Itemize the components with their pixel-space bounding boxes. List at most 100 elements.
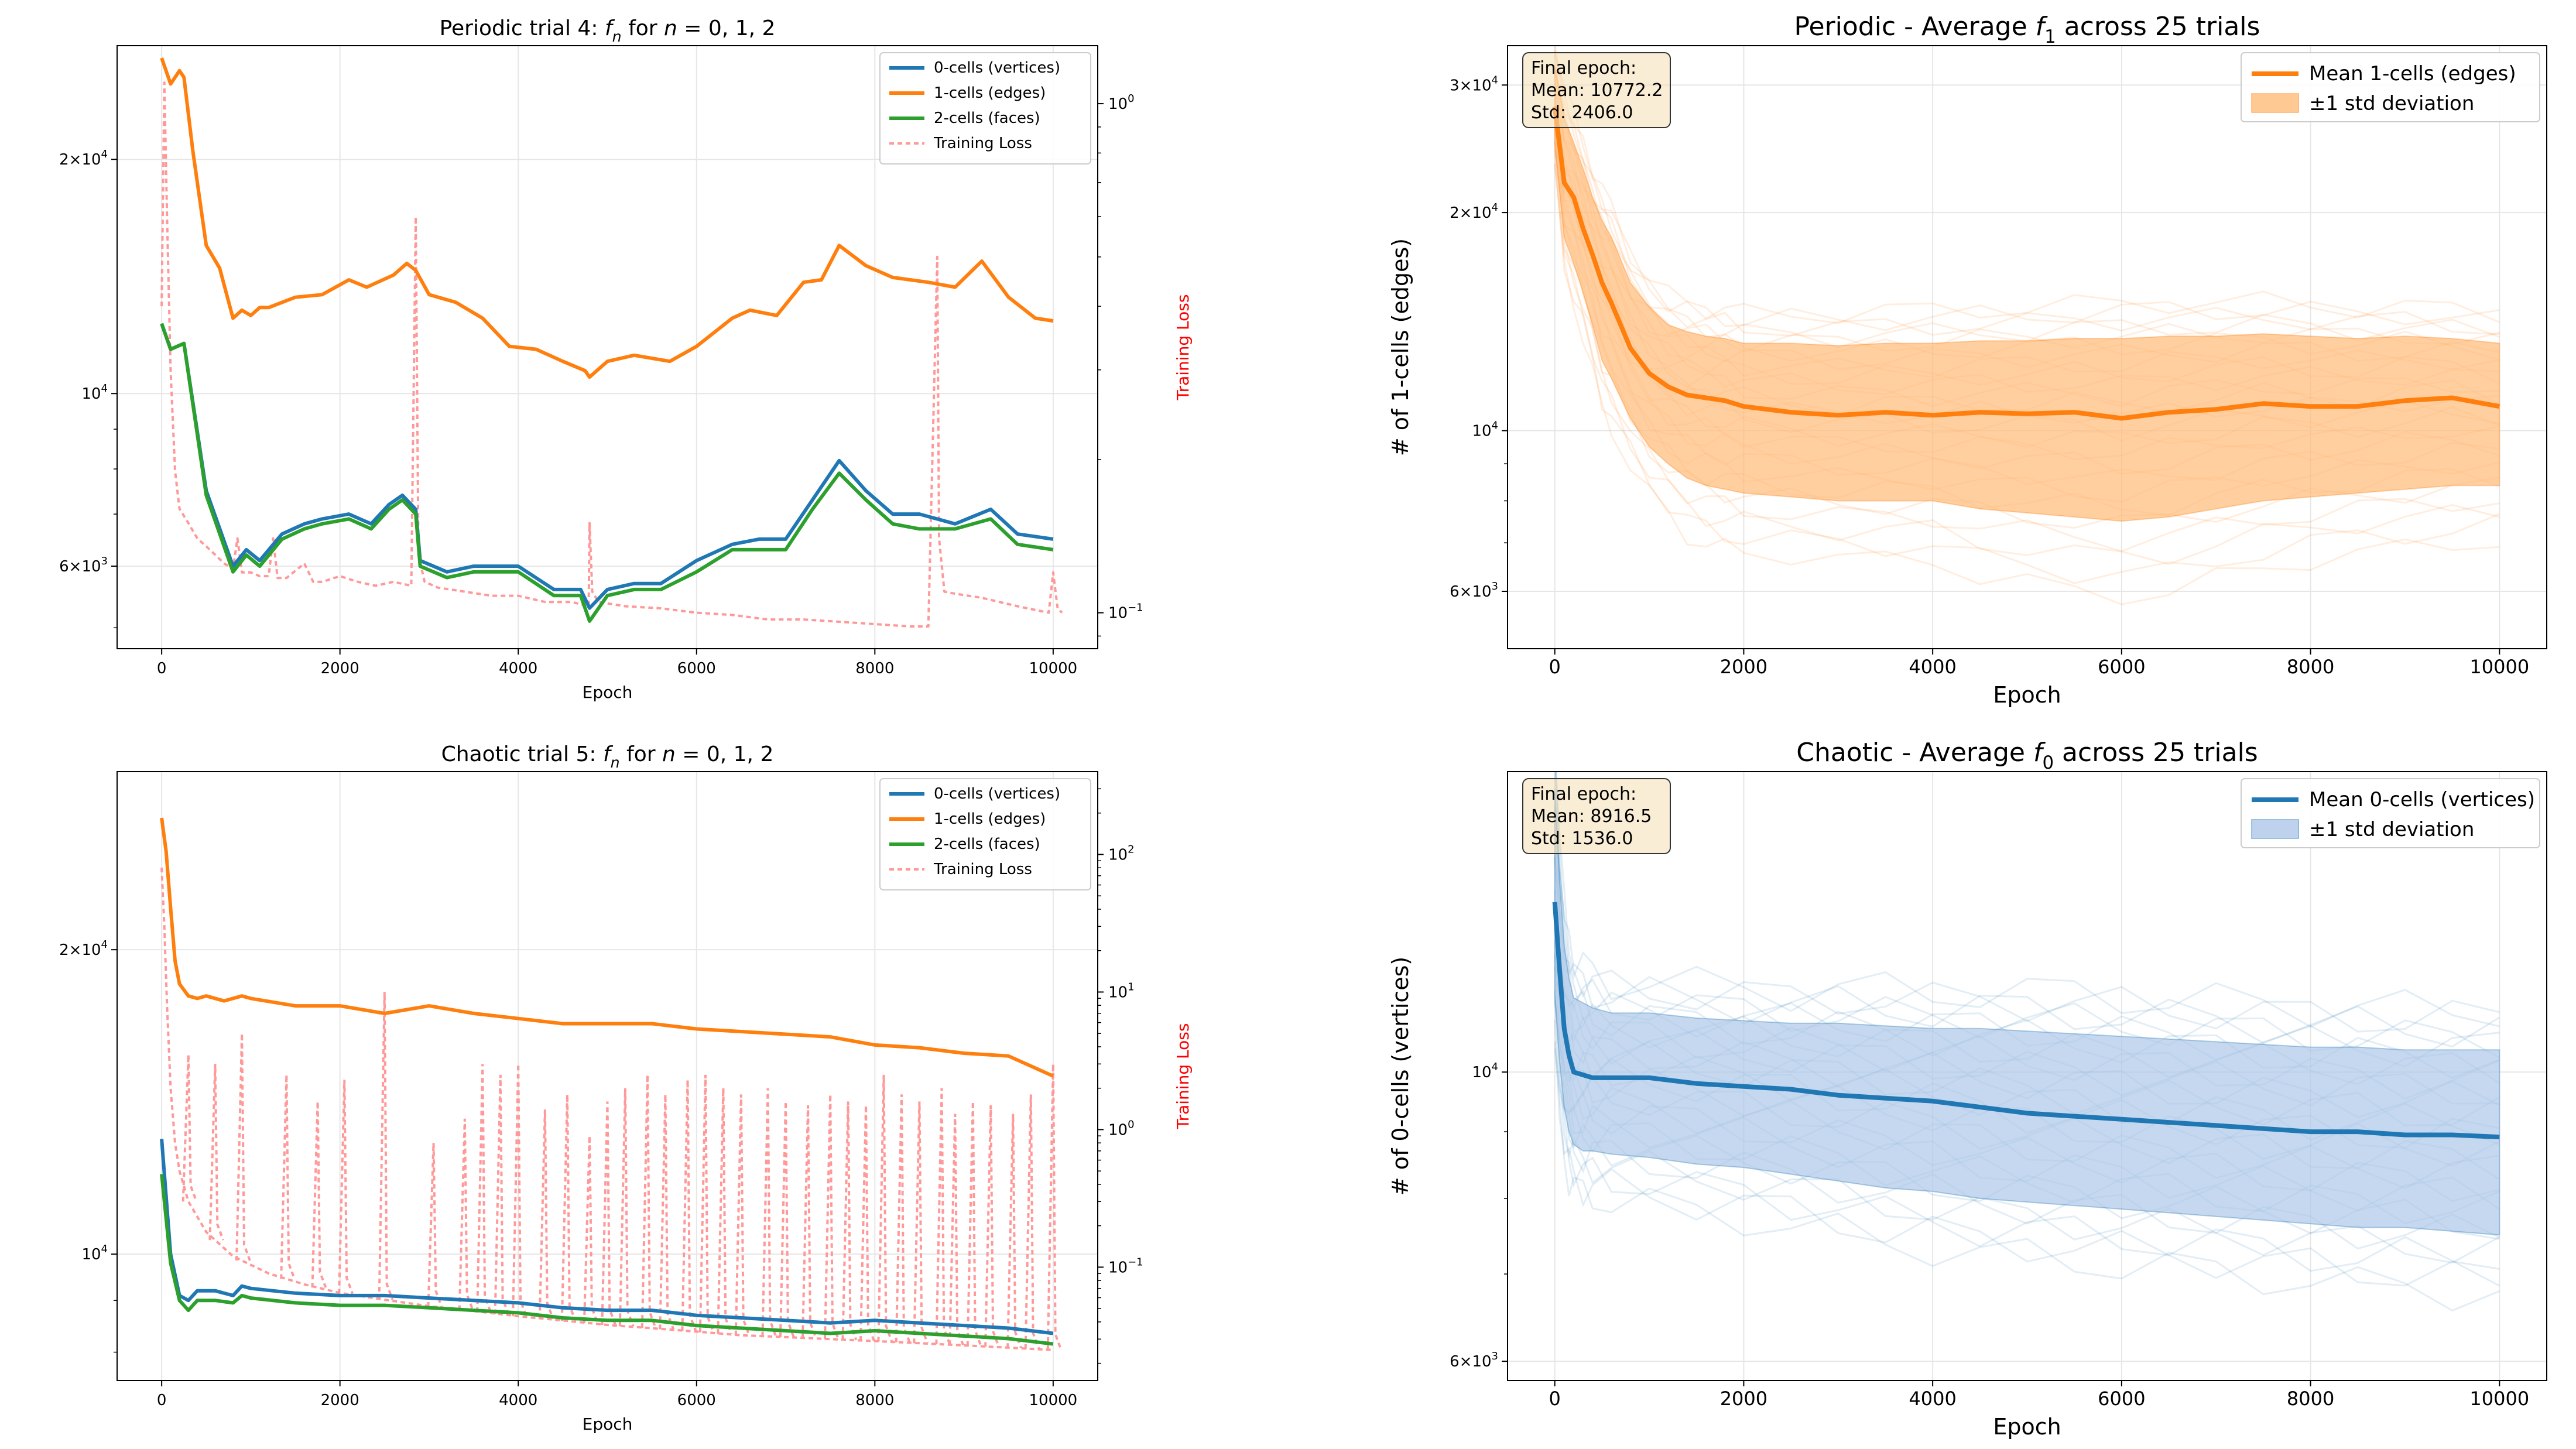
chaotic-trial-legend-label-0: 0-cells (vertices)	[934, 785, 1060, 803]
chaotic-trial-loss-spike-6	[378, 992, 394, 1300]
chaotic-trial|2-ytick-label-0-ten: 10	[81, 1246, 101, 1263]
chaotic-average-trial-line-23	[1555, 772, 2500, 1033]
chaotic-trial|2-ytick-label-1-base: 2×	[59, 941, 81, 959]
chaotic-average|3-xtick-label-1: 2000	[1720, 1388, 1767, 1410]
periodic-trial-y2tick-label-0: 10−1	[1108, 602, 1143, 622]
chaotic-trial-loss-spike-26	[824, 1094, 840, 1340]
chaotic-trial-legend-label-2: 2-cells (faces)	[934, 835, 1040, 853]
periodic-average-trial-line-23	[1554, 46, 2500, 331]
periodic-average-legend-label-band: ±1 std deviation	[2309, 92, 2474, 115]
chaotic-trial-loss-spike-22	[734, 1094, 751, 1336]
chaotic-average|3-ytick-label-1-ten: 10	[1472, 1064, 1491, 1081]
chaotic-trial-loss-spike-36	[1006, 1114, 1022, 1348]
periodic-trial|0-xtick-label-0: 0	[157, 660, 167, 677]
periodic-trial|0-ytick-label-1-exp: 4	[101, 382, 108, 395]
chaotic-trial|2-ytick-label-1: 2×104	[59, 938, 108, 959]
chaotic-average|3-ytick-label-1: 104	[1472, 1061, 1498, 1081]
chaotic-average-frame	[1507, 771, 2547, 1381]
periodic-trial|0-ytick-label-2-base: 2×	[59, 151, 81, 169]
periodic-trial-title-sub: n	[612, 28, 622, 45]
chaotic-trial-loss-spike-5	[338, 1080, 354, 1294]
chaotic-average-plot-area	[1552, 772, 2500, 1312]
periodic-trial|0-xtick-label-4: 8000	[855, 660, 894, 677]
chaotic-trial-loss-spike-3	[280, 1074, 296, 1280]
chaotic-trial-loss-spike-7	[427, 1143, 443, 1307]
periodic-average|1-ytick-label-2-base: 2×	[1450, 204, 1472, 222]
chaotic-average-title-prefix: Chaotic - Average	[1796, 738, 2033, 768]
chaotic-average-trial-line-24	[1554, 772, 2500, 1028]
chaotic-average-mean-line	[1552, 902, 2500, 1140]
chaotic-trial-loss-spike-21	[717, 1088, 733, 1334]
chaotic-average|3-xtick-label-3: 6000	[2098, 1388, 2145, 1410]
chaotic-average|3-xtick-label-5: 10000	[2469, 1388, 2529, 1410]
chaotic-trial-y2tick-label-3-exp: 2	[1128, 843, 1134, 855]
periodic-average|1-xtick-label-0: 0	[1549, 656, 1561, 678]
chaotic-trial-y2tick-label-0: 10−1	[1108, 1256, 1143, 1276]
chaotic-average|3-xtick-label-4: 8000	[2287, 1388, 2334, 1410]
chaotic-trial-loss-spike-8	[458, 1118, 474, 1311]
chaotic-average-trial-line-22	[1554, 772, 2500, 1048]
chaotic-trial-y2tick-label-1-ten: 10	[1108, 1121, 1128, 1139]
chaotic-trial|2-xtick-label-4: 8000	[855, 1392, 894, 1409]
chaotic-trial-loss-spike-1	[208, 1064, 225, 1241]
chaotic-trial-loss-spike-35	[984, 1105, 1000, 1348]
chaotic-average-xlabel: Epoch	[1993, 1414, 2061, 1440]
chaotic-trial-y2tick-label-1-exp: 0	[1128, 1118, 1134, 1131]
chaotic-average-trial-line-2	[1554, 1041, 2500, 1287]
periodic-average|1-ytick-label-2: 2×104	[1450, 201, 1498, 222]
periodic-trial|0-ytick-label-1-ten: 10	[81, 385, 101, 403]
chaotic-trial-loss-spike-17	[640, 1074, 657, 1328]
periodic-average-plot-area	[1552, 46, 2500, 605]
periodic-average|1-xtick-label-3: 6000	[2098, 656, 2145, 678]
chaotic-average-legend-label-band: ±1 std deviation	[2309, 818, 2474, 841]
chaotic-trial|2-ytick-label-0: 104	[81, 1243, 108, 1263]
chaotic-trial-xlabel: Epoch	[583, 1414, 633, 1434]
chaotic-trial-legend-label-3: Training Loss	[933, 861, 1032, 878]
periodic-average|1-xtick-label-4: 8000	[2287, 656, 2334, 678]
chaotic-trial-loss-spike-25	[801, 1105, 817, 1339]
periodic-trial-legend-label-1: 1-cells (edges)	[934, 84, 1046, 102]
periodic-trial-title-prefix: Periodic trial 4:	[440, 16, 605, 40]
chaotic-trial-loss-spike-24	[779, 1101, 795, 1338]
chaotic-trial-loss-spike-4	[311, 1101, 327, 1288]
chaotic-trial-loss-spike-38	[1046, 1064, 1063, 1351]
periodic-average-std-band	[1554, 64, 2500, 522]
periodic-average|1-ytick-label-0-base: 6×	[1450, 583, 1472, 601]
periodic-average-title-sub: 1	[2044, 26, 2056, 47]
chaotic-average|3-ytick-label-0: 6×103	[1450, 1350, 1498, 1371]
chaotic-trial|2-ytick-label-1-ten: 10	[81, 941, 101, 959]
chaotic-trial-loss-spike-14	[583, 1136, 599, 1324]
periodic-trial-title-n: n	[664, 16, 677, 40]
chaotic-trial|2-ytick-label-0-exp: 4	[101, 1243, 108, 1255]
periodic-trial|0-ytick-label-1: 104	[81, 382, 108, 403]
periodic-average-panel: 0 2000 4000 6000 8000 100006×1031042×1043×104…	[1388, 12, 2547, 708]
periodic-trial|0-ytick-label-0-exp: 3	[101, 555, 108, 567]
chaotic-average-trial-line-1	[1554, 1020, 2500, 1287]
periodic-average|1-xtick-label-5: 10000	[2469, 656, 2529, 678]
periodic-average|1-ytick-label-1-exp: 4	[1492, 420, 1498, 432]
chaotic-trial-panel: 0 2000 4000 6000 8000 100001042×10410−1100101…	[59, 742, 1193, 1434]
chaotic-trial|2-xtick-label-3: 6000	[677, 1392, 716, 1409]
periodic-trial|0-xtick-label-3: 6000	[677, 660, 716, 677]
chaotic-trial-loss-spike-10	[494, 1074, 510, 1315]
chaotic-trial-y2tick-label-0-ten: 10	[1108, 1259, 1128, 1276]
chaotic-trial-loss-spike-15	[601, 1101, 617, 1325]
chaotic-trial-loss-spike-28	[859, 1105, 875, 1341]
periodic-average-trial-line-2	[1554, 164, 2500, 566]
periodic-trial|0-ytick-label-0-ten: 10	[81, 558, 101, 576]
periodic-trial-frame	[117, 45, 1098, 649]
chaotic-trial|2-xtick-label-1: 2000	[321, 1392, 359, 1409]
periodic-average-legend-swatch-band	[2251, 93, 2299, 113]
chaotic-average-title: Chaotic - Average f0 across 25 trials	[1796, 738, 2258, 773]
chaotic-average-legend-swatch-band	[2251, 819, 2299, 839]
periodic-trial-legend-box	[879, 52, 1091, 165]
periodic-trial|0-xtick-label-5: 10000	[1029, 660, 1078, 677]
chaotic-average-annotation-line-2: Std: 1536.0	[1531, 828, 1633, 849]
periodic-average-annotation-line-1: Mean: 10772.2	[1531, 80, 1663, 101]
chaotic-trial-plot-area	[160, 817, 1063, 1351]
chaotic-average-annotation-line-0: Final epoch:	[1531, 784, 1636, 804]
periodic-average-title-prefix: Periodic - Average	[1794, 12, 2036, 42]
periodic-trial-y2label: Training Loss	[1173, 294, 1193, 401]
